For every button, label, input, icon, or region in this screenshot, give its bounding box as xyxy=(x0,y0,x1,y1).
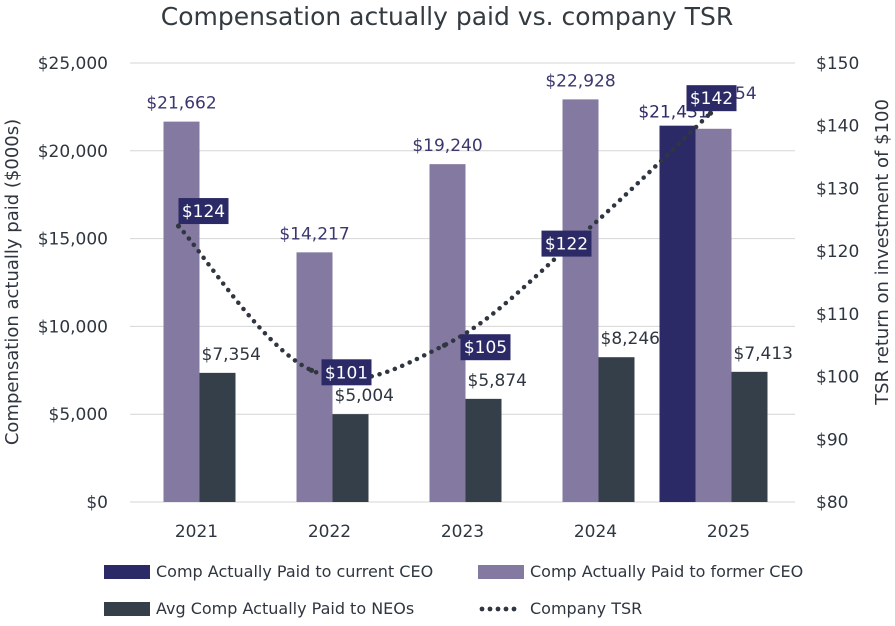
bars xyxy=(163,99,768,503)
legend-label: Avg Comp Actually Paid to NEOs xyxy=(156,599,414,618)
right-tick-label: $100 xyxy=(816,368,859,388)
left-tick-label: $20,000 xyxy=(38,142,108,162)
right-tick-label: $130 xyxy=(816,179,859,199)
legend-item: Avg Comp Actually Paid to NEOs xyxy=(104,599,414,618)
bar-former-ceo xyxy=(695,128,732,502)
tsr-label: $142 xyxy=(686,85,737,112)
tsr-label-box xyxy=(686,85,737,112)
right-axis-ticks: $80 $90 $100 $110 $120 $130 $140 $150 xyxy=(816,54,859,513)
tsr-point xyxy=(441,342,448,348)
left-tick-label: $0 xyxy=(86,493,108,513)
data-label-neo-avg: $8,246 xyxy=(601,329,660,349)
data-label-neo-avg: $5,874 xyxy=(468,371,527,391)
tsr-label-text: $101 xyxy=(325,363,368,383)
x-tick-label: 2024 xyxy=(574,522,617,542)
legend-line-swatch xyxy=(511,606,517,612)
legend-swatch xyxy=(104,602,150,616)
legend: Comp Actually Paid to current CEO Comp Ac… xyxy=(104,562,803,618)
tsr-label-box xyxy=(321,359,372,386)
tsr-label: $122 xyxy=(541,230,592,257)
data-label-former-ceo: $14,217 xyxy=(279,224,349,244)
bar-neo-avg xyxy=(465,398,502,502)
left-tick-label: $5,000 xyxy=(49,405,108,425)
tsr-label: $105 xyxy=(460,334,511,361)
legend-line-swatch xyxy=(487,606,493,612)
bar-former-ceo xyxy=(562,99,599,502)
x-tick-label: 2022 xyxy=(308,522,351,542)
data-label-neo-avg: $7,354 xyxy=(202,345,261,365)
legend-swatch xyxy=(478,565,524,579)
right-tick-label: $110 xyxy=(816,305,859,325)
right-tick-label: $150 xyxy=(816,54,859,74)
bar-neo-avg xyxy=(332,414,369,502)
tsr-point xyxy=(707,110,714,116)
legend-item: Comp Actually Paid to former CEO xyxy=(478,562,803,581)
legend-item: Comp Actually Paid to current CEO xyxy=(104,562,433,581)
bar-former-ceo xyxy=(429,164,466,502)
tsr-label: $124 xyxy=(178,198,229,225)
tsr-label-box xyxy=(541,230,592,257)
left-tick-label: $25,000 xyxy=(38,54,108,74)
data-label-neo-avg: $5,004 xyxy=(335,386,394,406)
legend-line-swatch xyxy=(495,606,501,612)
x-tick-label: 2025 xyxy=(707,522,750,542)
bar-neo-avg xyxy=(199,372,236,502)
legend-line-swatch xyxy=(503,606,509,612)
tsr-label-text: $124 xyxy=(182,202,225,222)
bar-labels: $21,662$7,354$14,217$5,004$19,240$5,874$… xyxy=(146,71,793,406)
data-label-former-ceo: $22,928 xyxy=(545,71,615,91)
right-tick-label: $120 xyxy=(816,242,859,262)
tsr-point xyxy=(175,223,182,229)
tsr-line xyxy=(175,110,714,382)
right-axis-title: TSR return on investment of $100 xyxy=(872,99,893,406)
tsr-label-text: $142 xyxy=(690,89,733,109)
legend-item: Company TSR xyxy=(479,599,642,618)
bar-former-ceo xyxy=(163,121,200,502)
bar-neo-avg xyxy=(731,371,768,502)
legend-label: Company TSR xyxy=(530,599,642,618)
tsr-label-box xyxy=(178,198,229,225)
tsr-label-text: $105 xyxy=(464,338,507,358)
bar-neo-avg xyxy=(598,357,635,502)
tsr-label-box xyxy=(460,334,511,361)
legend-line-swatch xyxy=(479,606,485,612)
right-tick-label: $140 xyxy=(816,117,859,137)
x-tick-label: 2023 xyxy=(441,522,484,542)
left-axis-ticks: $0 $5,000 $10,000 $15,000 $20,000 $25,000 xyxy=(38,54,108,513)
x-tick-label: 2021 xyxy=(175,522,218,542)
legend-label: Comp Actually Paid to former CEO xyxy=(530,562,803,581)
right-tick-label: $80 xyxy=(816,493,848,513)
data-label-former-ceo: $19,240 xyxy=(412,136,482,156)
bar-current-ceo xyxy=(659,125,696,503)
tsr-labels: $124 $101 $105 $122 $142 xyxy=(178,85,737,386)
left-tick-label: $15,000 xyxy=(38,230,108,250)
legend-label: Comp Actually Paid to current CEO xyxy=(156,562,433,581)
left-axis-title: Compensation actually paid ($000s) xyxy=(2,119,23,445)
legend-swatch xyxy=(104,565,150,579)
tsr-point xyxy=(308,367,315,373)
right-tick-label: $90 xyxy=(816,430,848,450)
data-label-neo-avg: $7,413 xyxy=(734,344,793,364)
chart-title: Compensation actually paid vs. company T… xyxy=(161,2,733,31)
data-label-former-ceo: $21,662 xyxy=(146,94,216,114)
x-axis-ticks: 2021 2022 2023 2024 2025 xyxy=(175,522,750,542)
tsr-label: $101 xyxy=(321,359,372,386)
left-tick-label: $10,000 xyxy=(38,317,108,337)
tsr-label-text: $122 xyxy=(545,235,588,255)
